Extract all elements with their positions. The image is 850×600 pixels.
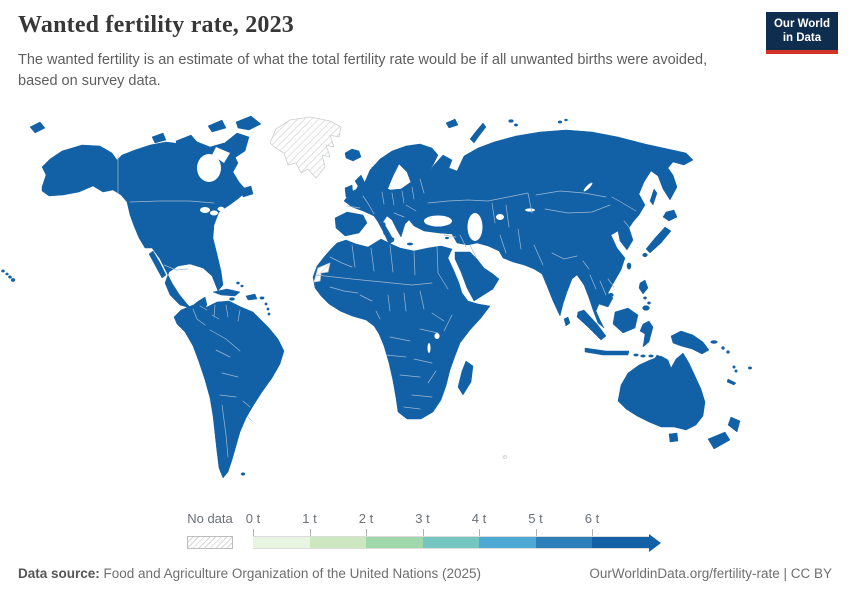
legend-no-data-label: No data <box>187 511 233 526</box>
legend-tick <box>366 529 367 536</box>
country-borders <box>117 154 637 458</box>
legend-bin-label: 3 t <box>415 511 430 526</box>
legend-bin-label: 5 t <box>528 511 543 526</box>
data-source-text: Food and Agriculture Organization of the… <box>99 566 482 581</box>
legend-tick <box>592 529 593 536</box>
legend-bin-swatch[interactable] <box>592 536 649 549</box>
legend-bin-label: 6 t <box>584 511 600 526</box>
cc-by-link[interactable]: CC BY <box>790 566 832 581</box>
legend-bin-label: 2 t <box>358 511 374 526</box>
legend-bin-swatch[interactable] <box>253 536 310 549</box>
chart-subtitle: The wanted fertility is an estimate of w… <box>18 52 708 90</box>
legend-bin-label: 0 t <box>245 511 261 526</box>
legend-tick <box>422 529 424 536</box>
legend-bin-swatch[interactable] <box>422 536 479 549</box>
legend-bin-swatch[interactable] <box>535 536 592 549</box>
owid-logo[interactable]: Our World in Data <box>765 12 838 54</box>
legend-bin-label: 4 t <box>471 511 487 526</box>
world-map[interactable] <box>0 105 850 505</box>
legend-no-data-swatch[interactable] <box>187 536 233 549</box>
owid-logo-line1: Our World <box>773 18 830 30</box>
chart-footer: Data source: Food and Agriculture Organi… <box>18 566 832 581</box>
legend-tick <box>253 529 254 536</box>
footer-links: OurWorldinData.org/fertility-rate | CC B… <box>589 566 832 581</box>
legend-bin-label: 1 t <box>302 511 317 526</box>
legend-bin-swatch[interactable] <box>309 536 366 549</box>
legend-bar[interactable]: 0 t 1 t 2 t 3 t 4 t 5 t 6 t <box>246 511 673 553</box>
owid-url-link[interactable]: OurWorldinData.org/fertility-rate <box>589 566 780 581</box>
inland-seas <box>197 147 593 353</box>
legend-tick <box>309 529 311 536</box>
owid-logo-line2: in Data <box>782 32 822 45</box>
land-masses[interactable] <box>1 115 753 479</box>
data-source: Data source: Food and Agriculture Organi… <box>18 566 481 581</box>
greenland-no-data <box>269 116 342 179</box>
no-data-regions[interactable] <box>269 116 508 459</box>
legend-bin-swatch[interactable] <box>366 536 423 549</box>
western-sahara-no-data <box>313 262 331 283</box>
legend-tick <box>535 529 537 536</box>
page-title: Wanted fertility rate, 2023 <box>18 12 294 38</box>
legend-bin-swatch[interactable] <box>479 536 536 549</box>
legend-arrow <box>648 533 661 552</box>
data-source-label: Data source: <box>18 566 100 581</box>
footer-separator: | <box>779 566 791 581</box>
legend-tick <box>479 529 480 536</box>
